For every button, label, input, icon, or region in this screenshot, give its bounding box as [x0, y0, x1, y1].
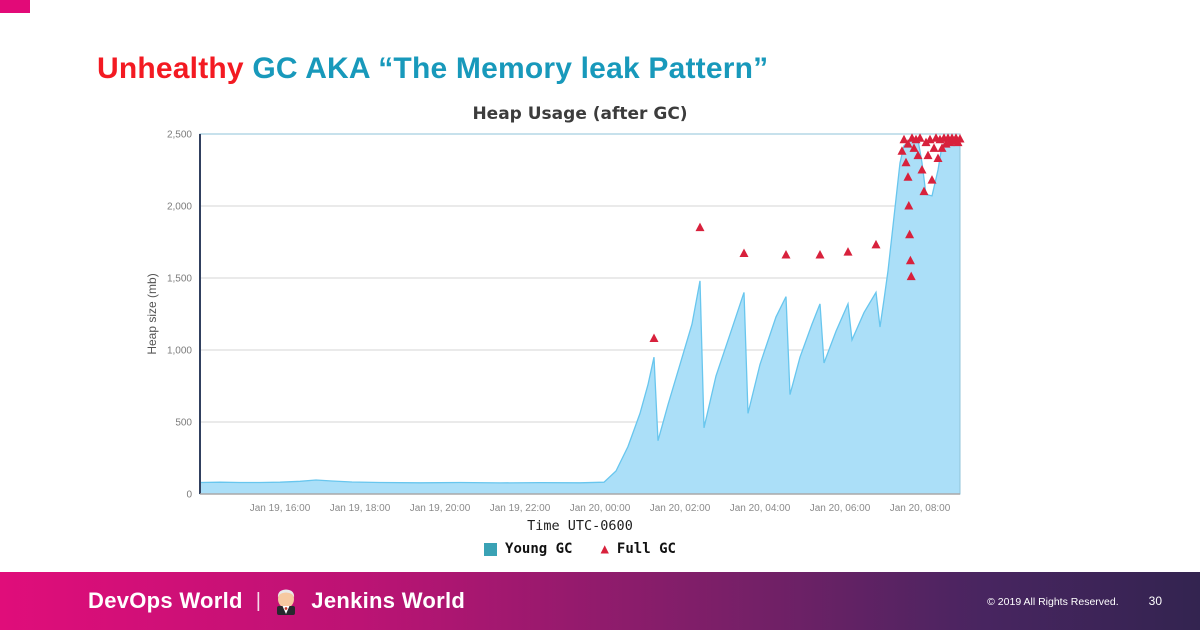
svg-text:Jan 20, 04:00: Jan 20, 04:00 — [730, 503, 791, 514]
chart-legend: Young GC ▲ Full GC — [200, 541, 960, 557]
svg-text:Jan 19, 20:00: Jan 19, 20:00 — [410, 503, 471, 514]
title-gc-pattern: GC AKA “The Memory leak Pattern” — [252, 52, 769, 85]
x-axis-title: Time UTC-0600 — [527, 518, 633, 534]
heap-usage-chart: Heap Usage (after GC) 0 500 1,000 1,500 2,00… — [140, 104, 990, 557]
footer-brand: DevOps World | Jenkins World — [88, 588, 465, 615]
svg-text:0: 0 — [186, 490, 192, 501]
svg-text:Jan 20, 02:00: Jan 20, 02:00 — [650, 503, 711, 514]
footer-right: © 2019 All Rights Reserved. 30 — [987, 594, 1162, 608]
legend-label-young-gc: Young GC — [505, 541, 573, 557]
legend-label-full-gc: Full GC — [616, 541, 676, 557]
devops-world-label: DevOps World — [88, 588, 243, 613]
svg-text:Heap size (mb): Heap size (mb) — [145, 273, 159, 354]
copyright-text: © 2019 All Rights Reserved. — [987, 596, 1119, 608]
full-gc-triangle-icon: ▲ — [600, 541, 609, 557]
svg-text:2,000: 2,000 — [167, 202, 192, 213]
corner-accent — [0, 0, 30, 13]
svg-text:2,500: 2,500 — [167, 130, 192, 141]
young-gc-swatch-icon — [484, 542, 498, 556]
legend-item-young-gc: Young GC — [484, 541, 572, 557]
svg-text:500: 500 — [175, 418, 192, 429]
svg-text:Jan 20, 00:00: Jan 20, 00:00 — [570, 503, 631, 514]
svg-text:1,500: 1,500 — [167, 274, 192, 285]
legend-item-full-gc: ▲ Full GC — [600, 541, 675, 557]
chart-plot-area: 0 500 1,000 1,500 2,000 2,500 Jan 19, 16:00 Jan… — [145, 130, 965, 514]
footer-separator: | — [255, 589, 262, 612]
svg-text:Jan 19, 22:00: Jan 19, 22:00 — [490, 503, 551, 514]
svg-text:1,000: 1,000 — [167, 346, 192, 357]
title-unhealthy: Unhealthy — [97, 52, 244, 85]
svg-text:Jan 20, 08:00: Jan 20, 08:00 — [890, 503, 951, 514]
slide-title: Unhealthy GC AKA “The Memory leak Patter… — [97, 52, 768, 85]
jenkins-world-label: Jenkins World — [311, 588, 466, 613]
page-number: 30 — [1148, 594, 1162, 608]
footer-bar: DevOps World | Jenkins World © 2019 All … — [0, 572, 1200, 630]
chart-title: Heap Usage (after GC) — [472, 104, 688, 124]
svg-text:Jan 19, 16:00: Jan 19, 16:00 — [250, 503, 311, 514]
jenkins-butler-icon — [274, 588, 298, 615]
svg-text:Jan 19, 18:00: Jan 19, 18:00 — [330, 503, 391, 514]
svg-text:Jan 20, 06:00: Jan 20, 06:00 — [810, 503, 871, 514]
